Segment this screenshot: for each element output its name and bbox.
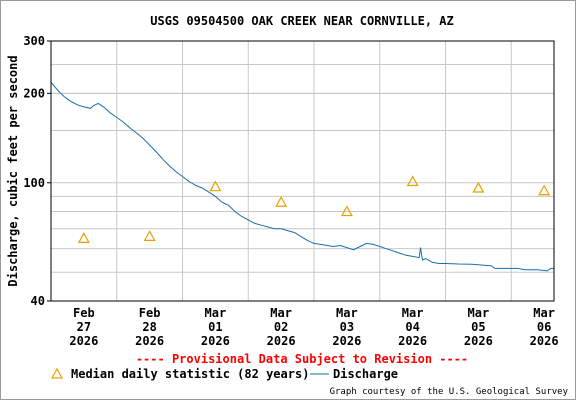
x-tick-label: 05 [471, 320, 485, 334]
x-tick-label: Feb [73, 306, 95, 320]
x-tick-label: 04 [405, 320, 419, 334]
x-tick-label: 06 [537, 320, 551, 334]
x-tick-label: 03 [340, 320, 354, 334]
median-marker [538, 184, 551, 196]
plot-area-border [50, 40, 555, 302]
x-tick-label: 28 [142, 320, 156, 334]
x-tick-label: 2026 [201, 334, 230, 348]
discharge-line [50, 81, 554, 272]
median-marker [340, 205, 353, 217]
median-marker [275, 195, 288, 207]
x-tick-label: 01 [208, 320, 222, 334]
x-tick-label: 2026 [530, 334, 559, 348]
x-tick-label: Mar [533, 306, 555, 320]
credit-text: Graph courtesy of the U.S. Geological Su… [330, 387, 569, 397]
x-tick-label: 02 [274, 320, 288, 334]
x-tick-label: 2026 [398, 334, 427, 348]
legend: Median daily statistic (82 years) Discha… [50, 367, 398, 381]
x-tick-label: 2026 [69, 334, 98, 348]
median-marker [77, 232, 90, 243]
y-tick-label: 200 [23, 86, 45, 100]
y-tick-label: 40 [31, 294, 45, 308]
x-tick-label: Feb [139, 306, 161, 320]
x-tick-label: 2026 [267, 334, 296, 348]
x-tick-label: Mar [270, 306, 292, 320]
median-marker [472, 181, 485, 193]
series-layer [50, 81, 554, 272]
chart-title: USGS 09504500 OAK CREEK NEAR CORNVILLE, … [150, 14, 453, 28]
x-tick-label: 2026 [332, 334, 361, 348]
x-tick-label: Mar [468, 306, 490, 320]
x-tick-label: Mar [205, 306, 227, 320]
y-axis-label: Discharge, cubic feet per second [6, 55, 20, 286]
median-marker [143, 230, 156, 241]
x-tick-label: 2026 [464, 334, 493, 348]
legend-median-label: Median daily statistic (82 years) [71, 367, 309, 381]
median-marker [406, 175, 419, 187]
y-tick-label: 300 [23, 34, 45, 48]
x-tick-labels: Feb272026Feb282026Mar012026Mar022026Mar0… [69, 306, 558, 348]
median-marker [209, 180, 222, 192]
x-tick-label: 2026 [135, 334, 164, 348]
x-tick-label: 27 [77, 320, 91, 334]
x-tick-label: Mar [402, 306, 424, 320]
legend-median-marker [50, 367, 64, 379]
y-tick-label: 100 [23, 176, 45, 190]
gridlines [51, 40, 554, 302]
x-tick-label: Mar [336, 306, 358, 320]
provisional-notice: ---- Provisional Data Subject to Revisio… [136, 352, 468, 366]
legend-discharge-label: Discharge [333, 367, 398, 381]
y-tick-labels: 40 100 200 300 [23, 34, 51, 308]
